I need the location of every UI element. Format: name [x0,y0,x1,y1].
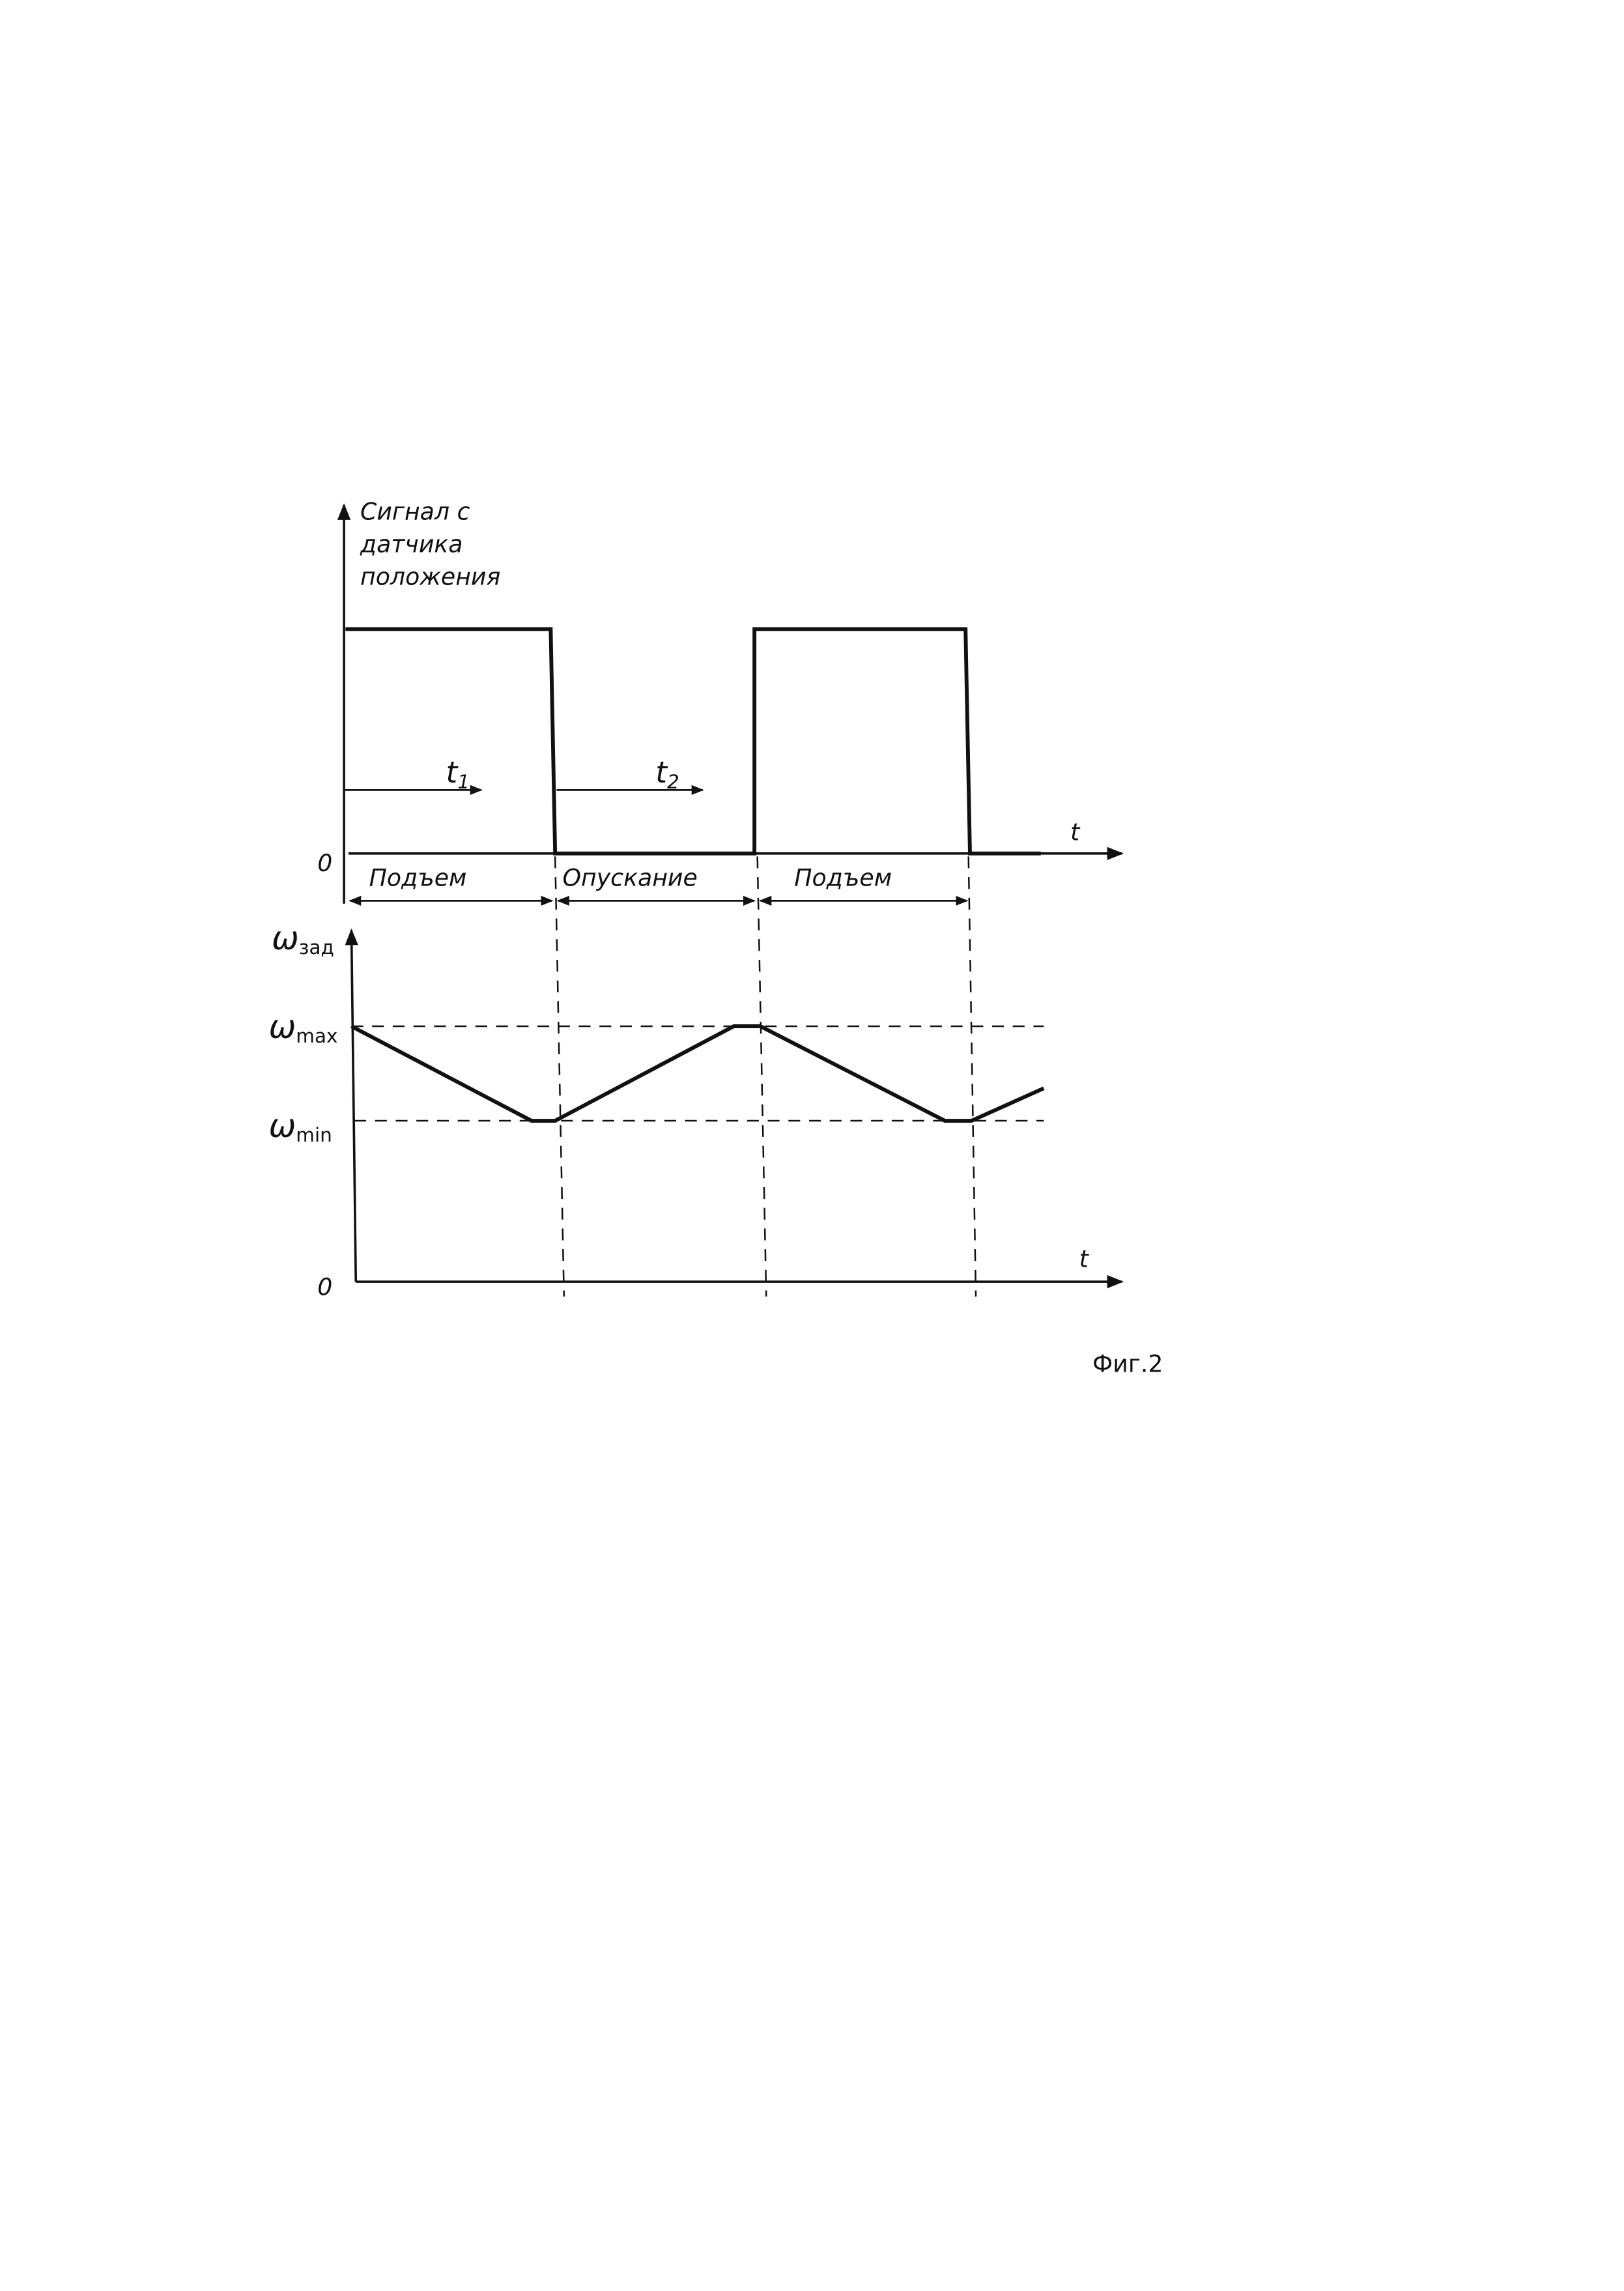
top-y-axis-label-line1: Сигнал с [360,498,470,526]
guide-line-3 [969,856,976,1296]
bottom-y-axis [351,930,356,1282]
top-x-axis-label: t [1070,818,1081,846]
speed-setpoint-curve [351,1026,1044,1121]
phase-boundary-guides [555,856,976,1296]
omega-max-label: ωmax [269,1008,338,1047]
bottom-origin-label: 0 [317,1273,332,1301]
figure-caption: Фиг.2 [1092,1349,1163,1377]
guide-line-1 [555,856,564,1296]
top-y-axis-label-line2: датчика [360,530,463,558]
guide-line-2 [758,856,767,1296]
timing-diagram: Сигнал с датчика положения 0 t t1 t2 Под… [0,0,1624,2291]
position-sensor-signal [345,629,1040,853]
omega-min-label: ωmin [269,1107,332,1146]
top-origin-label: 0 [317,849,332,877]
bottom-x-axis-label: t [1079,1245,1090,1273]
phase-label-lift-2: Подъем [794,864,892,892]
phase-label-lower: Опускание [563,864,698,892]
t2-label: t2 [655,755,679,793]
t1-label: t1 [446,755,470,793]
phase-label-lift-1: Подъем [369,864,467,892]
bottom-y-axis-label: ωзад [272,919,334,958]
top-y-axis-label-line3: положения [360,562,500,590]
